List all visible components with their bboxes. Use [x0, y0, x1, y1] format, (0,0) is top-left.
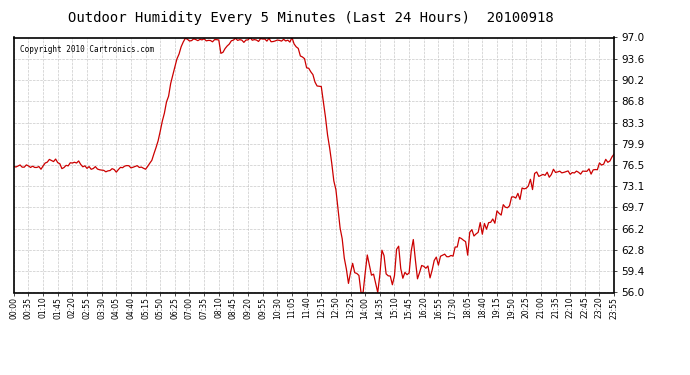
Text: Outdoor Humidity Every 5 Minutes (Last 24 Hours)  20100918: Outdoor Humidity Every 5 Minutes (Last 2… — [68, 11, 553, 25]
Text: Copyright 2010 Cartronics.com: Copyright 2010 Cartronics.com — [20, 45, 154, 54]
